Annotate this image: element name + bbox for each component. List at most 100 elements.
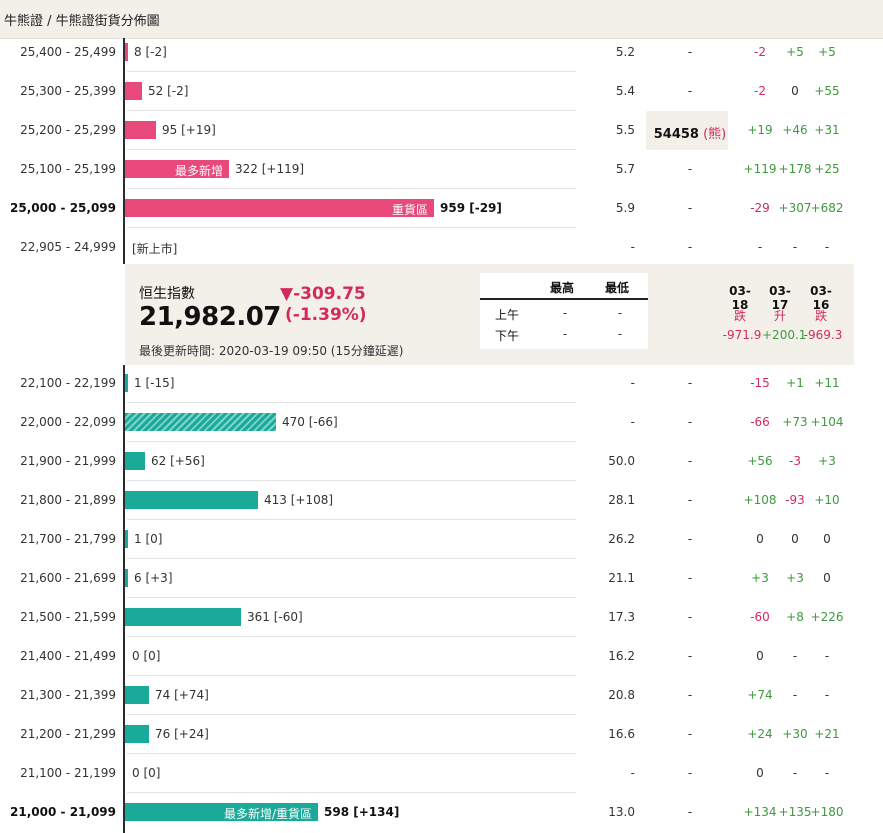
outstanding-label: 322 [+119] — [235, 162, 305, 176]
outstanding-bar[interactable] — [125, 121, 156, 139]
ratio-value: 50.0 — [608, 454, 635, 468]
table-row[interactable]: 22,000 - 22,099 470 [-66] - - -66 +73 +104 — [0, 403, 883, 442]
daily-change-1: -29 — [750, 201, 770, 215]
pm-low: - — [617, 327, 623, 341]
daily-change-1: -2 — [754, 45, 766, 59]
warrant-code-cell: - — [687, 727, 693, 741]
ratio-value: 16.6 — [608, 727, 635, 741]
date-3-direction: 跌 — [814, 309, 827, 323]
daily-change-3: +21 — [814, 727, 840, 741]
date-1-direction: 跌 — [733, 309, 746, 323]
row-divider — [127, 675, 576, 676]
strike-range: 25,300 - 25,399 — [20, 84, 116, 98]
row-divider — [127, 227, 576, 228]
daily-change-2: +5 — [786, 45, 804, 59]
table-row[interactable]: 22,905 - 24,999 [新上市] - - - - - — [0, 228, 883, 267]
outstanding-label: 1 [-15] — [134, 376, 175, 390]
outstanding-bar[interactable] — [125, 43, 128, 61]
table-row[interactable]: 21,600 - 21,699 6 [+3] 21.1 - +3 +3 0 — [0, 559, 883, 598]
date-2-change: +200.1 — [762, 328, 807, 342]
table-row[interactable]: 21,500 - 21,599 361 [-60] 17.3 - -60 +8 +226 — [0, 598, 883, 637]
outstanding-bar[interactable] — [125, 725, 149, 743]
row-divider — [127, 149, 576, 150]
outstanding-bar[interactable] — [125, 374, 128, 392]
outstanding-bar[interactable]: 最多新增 — [125, 160, 229, 178]
high-low-table: 最高 最低 上午 - - 下午 - - — [480, 273, 648, 349]
daily-change-1: +56 — [747, 454, 773, 468]
outstanding-bar[interactable]: 重貨區 — [125, 199, 434, 217]
warrant-code-cell: - — [687, 84, 693, 98]
table-row[interactable]: 21,900 - 21,999 62 [+56] 50.0 - +56 -3 +3 — [0, 442, 883, 481]
table-row[interactable]: 21,400 - 21,499 0 [0] 16.2 - 0 - - — [0, 637, 883, 676]
row-divider — [127, 714, 576, 715]
warrant-code-cell: - — [687, 240, 693, 254]
strike-range: 22,905 - 24,999 — [20, 240, 116, 254]
daily-change-2: 0 — [791, 84, 799, 98]
table-row[interactable]: 25,400 - 25,499 8 [-2] 5.2 - -2 +5 +5 — [0, 33, 883, 72]
ratio-value: - — [630, 415, 635, 429]
outstanding-bar[interactable] — [125, 82, 142, 100]
pm-high: - — [562, 327, 568, 341]
ratio-value: 16.2 — [608, 649, 635, 663]
ratio-value: 26.2 — [608, 532, 635, 546]
daily-change-2: +1 — [786, 376, 804, 390]
daily-change-3: +226 — [810, 610, 844, 624]
daily-change-2: +307 — [778, 201, 812, 215]
table-row[interactable]: 21,000 - 21,099 最多新增/重貨區 598 [+134] 13.0 - +1… — [0, 793, 883, 832]
table-row[interactable]: 21,800 - 21,899 413 [+108] 28.1 - +108 -93 +10 — [0, 481, 883, 520]
outstanding-bar[interactable]: 最多新增/重貨區 — [125, 803, 318, 821]
warrant-code-cell[interactable]: 54458 (熊) — [646, 111, 730, 150]
table-row[interactable]: 25,100 - 25,199 最多新增 322 [+119] 5.7 - +119 +17… — [0, 150, 883, 189]
daily-change-1: 0 — [756, 532, 764, 546]
outstanding-bar[interactable] — [125, 452, 145, 470]
highlight-cell — [646, 111, 728, 150]
breadcrumb[interactable]: 牛熊證 / 牛熊證街貨分佈圖 — [4, 14, 160, 29]
row-divider — [127, 597, 576, 598]
daily-change-2: +3 — [786, 571, 804, 585]
table-row[interactable]: 21,100 - 21,199 0 [0] - - 0 - - — [0, 754, 883, 793]
warrant-code-cell: - — [687, 45, 693, 59]
strike-range: 21,600 - 21,699 — [20, 571, 116, 585]
date-2: 03-17 — [769, 284, 791, 312]
bar-tag: 重貨區 — [391, 203, 428, 217]
daily-change-1: +19 — [747, 123, 773, 137]
ratio-value: 5.5 — [615, 123, 635, 137]
table-row[interactable]: 21,700 - 21,799 1 [0] 26.2 - 0 0 0 — [0, 520, 883, 559]
date-1: 03-18 — [729, 284, 751, 312]
outstanding-label: 74 [+74] — [155, 688, 209, 702]
daily-change-2: 0 — [791, 532, 799, 546]
warrant-code[interactable]: 54458 (熊) — [654, 127, 727, 142]
warrant-code-cell: - — [687, 532, 693, 546]
outstanding-bar[interactable] — [125, 530, 128, 548]
outstanding-bar[interactable] — [125, 413, 276, 431]
table-row[interactable]: 25,000 - 25,099 重貨區 959 [-29] 5.9 - -29 +307 +6… — [0, 189, 883, 228]
table-row[interactable]: 25,200 - 25,299 95 [+19] 5.5 54458 (熊) +19 +4… — [0, 111, 883, 150]
table-row[interactable]: 25,300 - 25,399 52 [-2] 5.4 - -2 0 +55 — [0, 72, 883, 111]
strike-range: 21,300 - 21,399 — [20, 688, 116, 702]
outstanding-bar[interactable] — [125, 608, 241, 626]
chart-axis-top — [123, 38, 125, 264]
row-divider — [127, 71, 576, 72]
strike-range: 22,100 - 22,199 — [20, 376, 116, 390]
outstanding-bar[interactable] — [125, 491, 258, 509]
ratio-value: 17.3 — [608, 610, 635, 624]
table-row[interactable]: 22,100 - 22,199 1 [-15] - - -15 +1 +11 — [0, 364, 883, 403]
table-row[interactable]: 21,200 - 21,299 76 [+24] 16.6 - +24 +30 +21 — [0, 715, 883, 754]
outstanding-bar[interactable] — [125, 686, 149, 704]
strike-range: 25,100 - 25,199 — [20, 162, 116, 176]
outstanding-label: 413 [+108] — [264, 493, 334, 507]
table-row[interactable]: 21,300 - 21,399 74 [+74] 20.8 - +74 - - — [0, 676, 883, 715]
strike-range: 25,000 - 25,099 — [10, 201, 116, 215]
daily-change-1: +119 — [743, 162, 777, 176]
am-high: - — [562, 306, 568, 320]
strike-range: 21,700 - 21,799 — [20, 532, 116, 546]
daily-change-1: - — [757, 240, 763, 254]
ratio-value: 28.1 — [608, 493, 635, 507]
high-header: 最高 — [550, 281, 575, 295]
outstanding-bar[interactable] — [125, 569, 128, 587]
daily-change-2: - — [792, 766, 798, 780]
daily-change-2: - — [792, 649, 798, 663]
strike-range: 21,000 - 21,099 — [10, 805, 116, 819]
daily-change-1: +108 — [743, 493, 777, 507]
strike-range: 25,400 - 25,499 — [20, 45, 116, 59]
